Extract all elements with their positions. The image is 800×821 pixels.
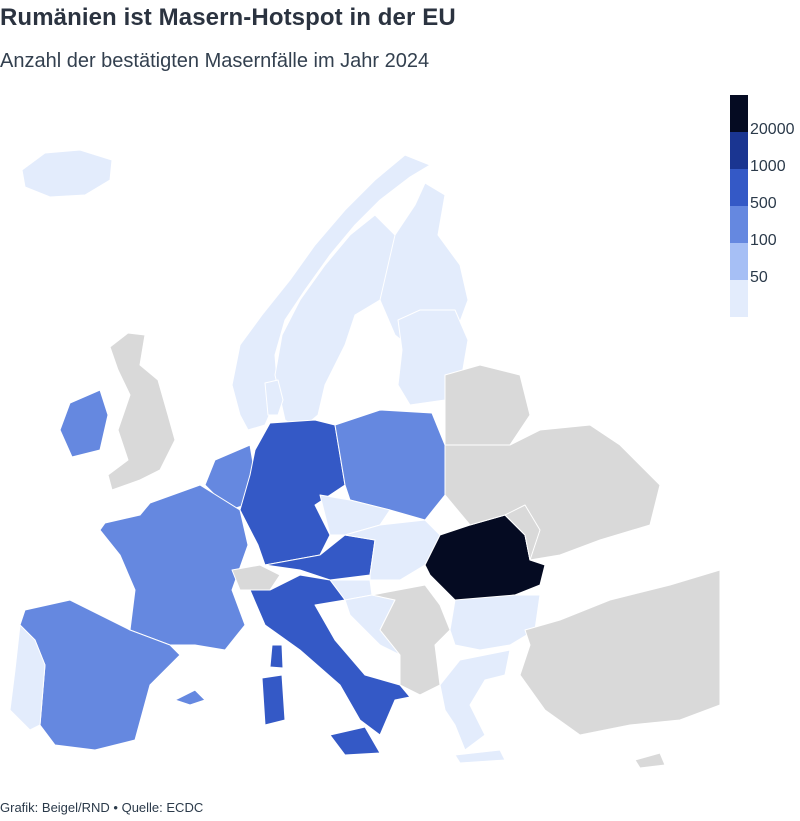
region-slovakia-and-hungary <box>344 519 441 581</box>
region-turkey <box>519 569 720 736</box>
legend-swatch-2 <box>730 169 748 206</box>
legend-label-50: 50 <box>750 269 768 286</box>
region-switzerland <box>231 564 281 591</box>
legend-swatch-5 <box>730 280 748 317</box>
region-balkans-non-eu <box>371 584 451 696</box>
region-belarus <box>444 364 531 446</box>
europe-map <box>9 149 720 769</box>
region-denmark <box>264 379 284 416</box>
region-ukraine <box>444 424 661 561</box>
region-portugal <box>9 624 46 731</box>
region-crete <box>454 749 506 764</box>
region-ireland <box>59 389 109 458</box>
region-cyprus <box>634 752 666 769</box>
legend-swatch-1 <box>730 132 748 169</box>
source-credit: Grafik: Beigel/RND • Quelle: ECDC <box>0 800 204 815</box>
legend-label-20000: 20000 <box>750 121 795 138</box>
region-corsica <box>269 644 284 669</box>
region-iceland <box>21 149 113 198</box>
region-sardinia <box>261 674 286 726</box>
region-poland <box>334 409 446 521</box>
region-balearics <box>174 689 206 706</box>
legend-label-1000: 1000 <box>750 158 786 175</box>
legend-swatch-0 <box>730 95 748 132</box>
legend-label-500: 500 <box>750 195 777 212</box>
region-united-kingdom <box>107 332 176 491</box>
legend-colorbar <box>730 95 748 317</box>
region-germany <box>239 419 346 566</box>
region-sicily <box>329 726 381 756</box>
region-moldova <box>504 504 541 561</box>
region-bulgaria <box>449 594 541 651</box>
legend-swatch-3 <box>730 206 748 243</box>
chart-subtitle: Anzahl der bestätigten Masernfälle im Ja… <box>0 50 430 72</box>
legend-label-100: 100 <box>750 232 777 249</box>
legend-swatch-4 <box>730 243 748 280</box>
chart-title: Rumänien ist Masern-Hotspot in der EU <box>0 4 456 31</box>
region-france <box>99 484 249 651</box>
region-greece <box>439 649 511 751</box>
